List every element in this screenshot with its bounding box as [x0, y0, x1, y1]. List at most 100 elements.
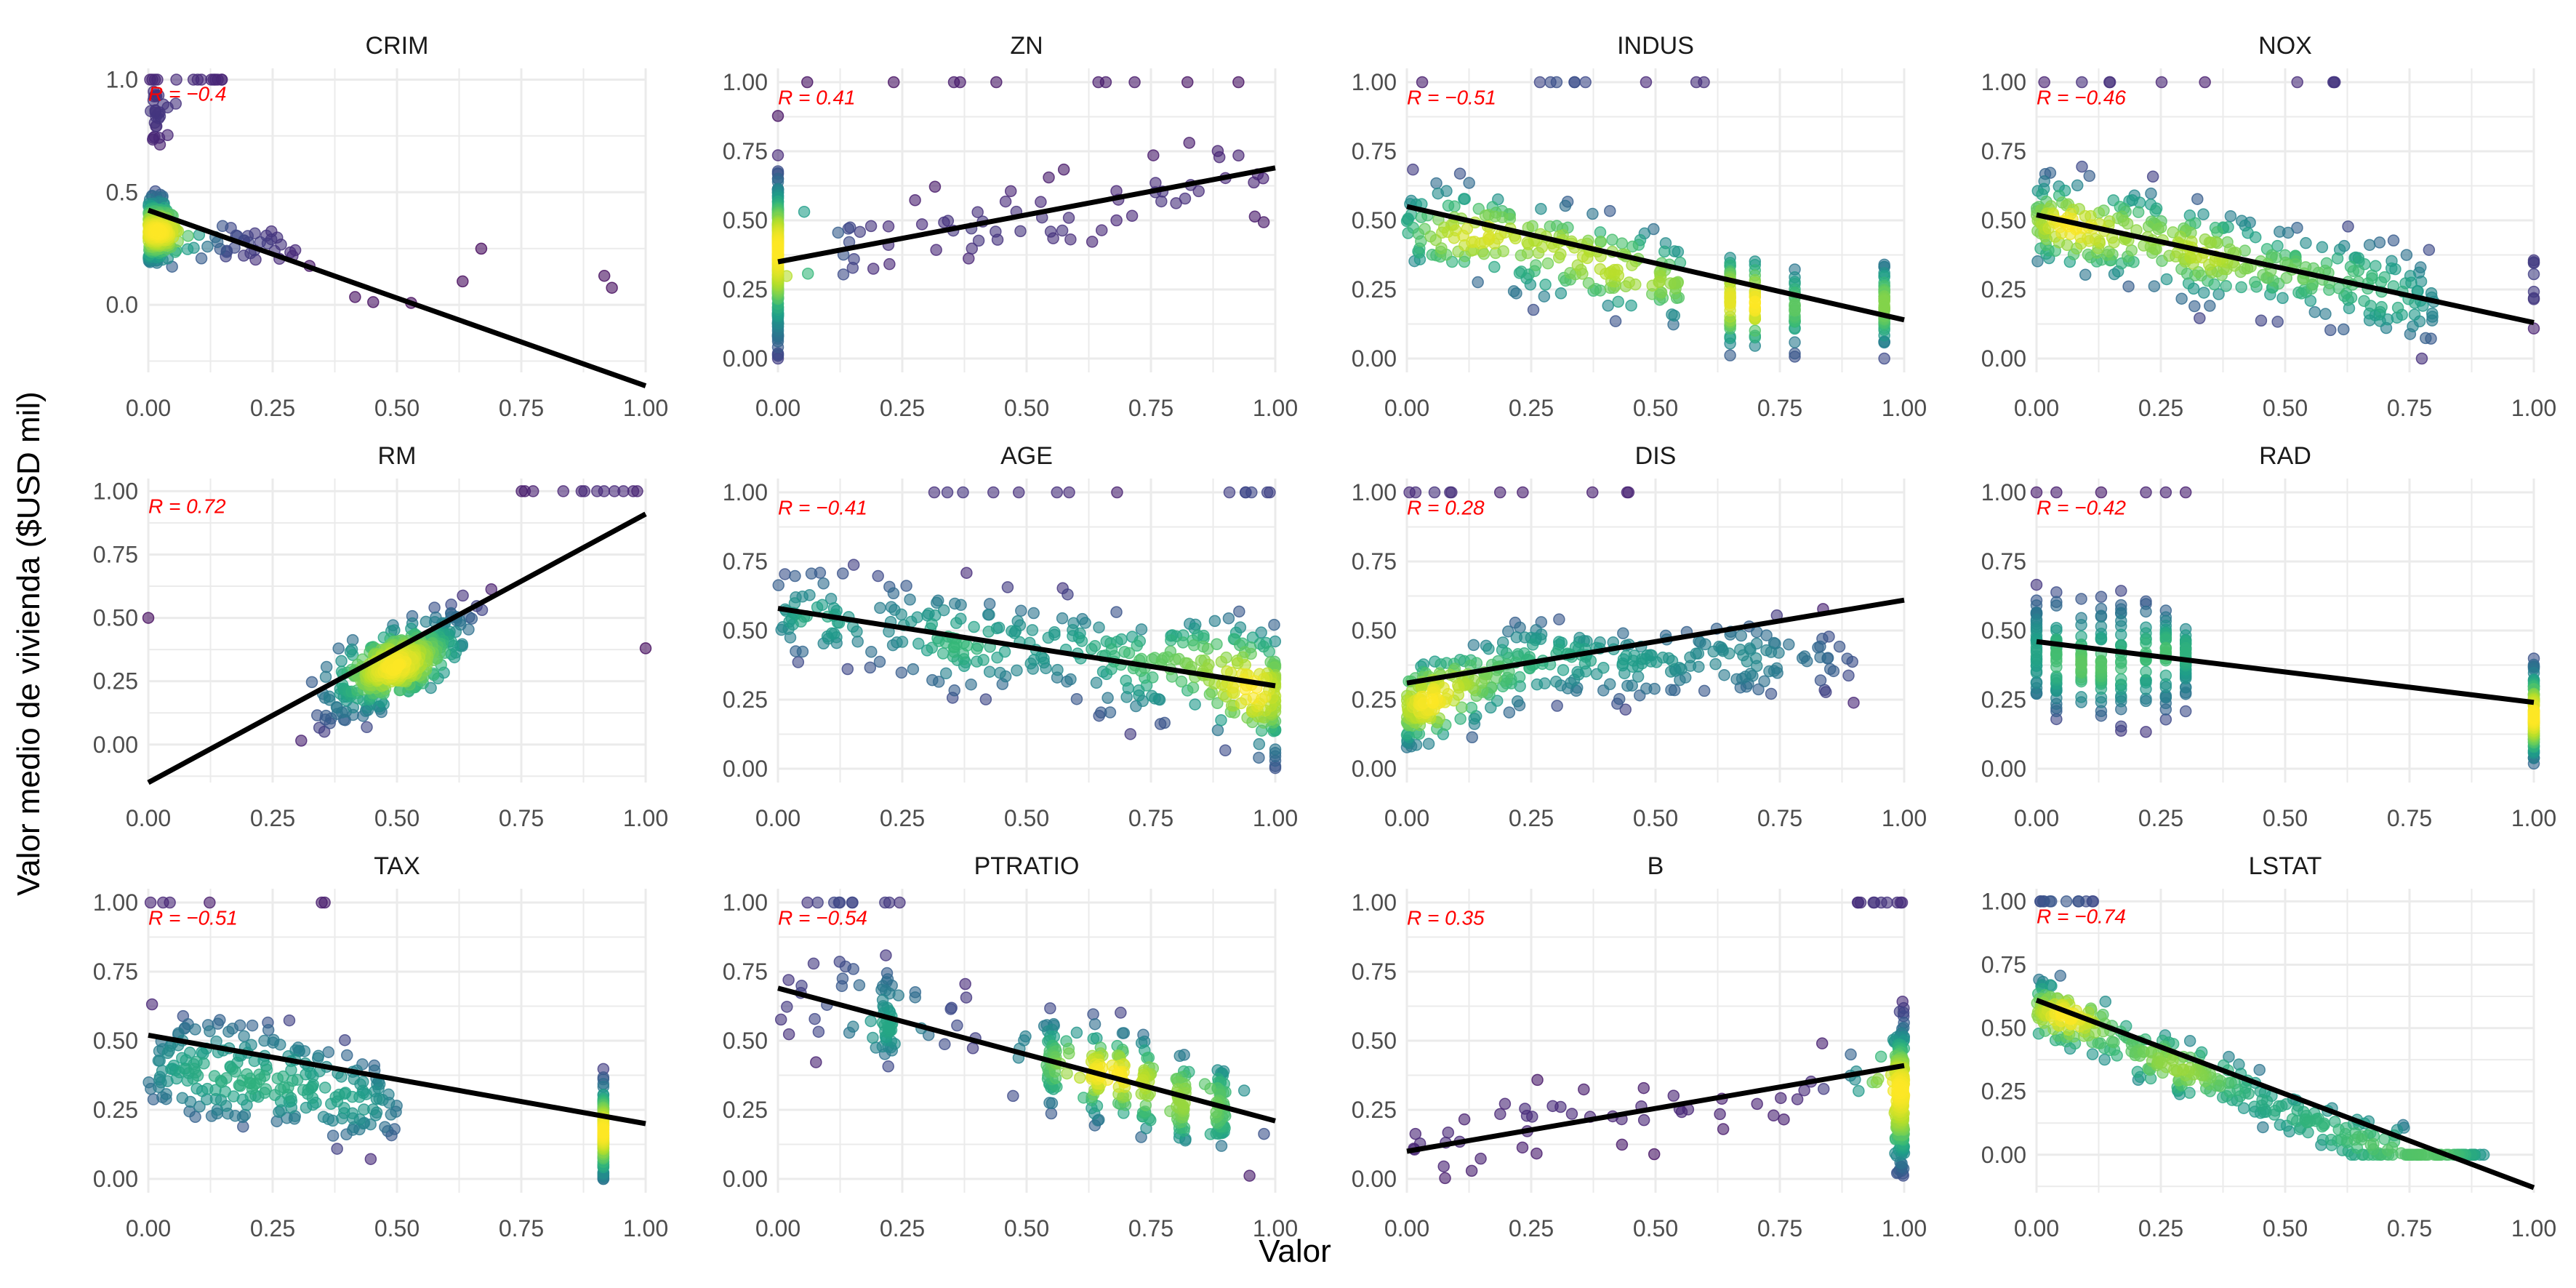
scatter-point: [887, 76, 900, 89]
scatter-point: [1435, 242, 1448, 255]
scatter-point: [832, 226, 845, 239]
scatter-point: [971, 655, 983, 668]
scatter-point: [1581, 252, 1594, 265]
scatter-point: [999, 195, 1012, 208]
scatter-point: [979, 693, 992, 705]
facet-title: ZN: [1010, 32, 1043, 60]
scatter-point: [805, 567, 818, 580]
scatter-point: [2103, 76, 2116, 89]
x-tick-label: 0.00: [755, 1215, 801, 1241]
scatter-point: [1511, 695, 1524, 708]
scatter-point: [1074, 1071, 1086, 1084]
scatter-point: [807, 957, 820, 970]
x-tick-label: 0.75: [499, 1215, 544, 1241]
scatter-point: [1147, 149, 1160, 161]
scatter-point: [2347, 265, 2360, 277]
scatter-point: [2131, 1065, 2144, 1079]
scatter-point: [1453, 167, 1466, 180]
scatter-point: [2083, 169, 2095, 183]
scatter-point: [475, 242, 488, 255]
scatter-point: [1530, 678, 1544, 691]
scatter-point: [2203, 236, 2216, 249]
scatter-point: [779, 568, 791, 580]
scatter-point: [143, 1076, 155, 1089]
scatter-point: [1709, 657, 1722, 671]
scatter-point: [331, 1143, 343, 1155]
regression-line: [2036, 212, 2535, 326]
x-tick-label: 0.25: [880, 395, 925, 421]
scatter-point: [801, 76, 814, 89]
scatter-point: [909, 991, 921, 1004]
y-tick-label: 1.00: [1352, 69, 1397, 95]
scatter-point: [867, 263, 880, 275]
scatter-point: [627, 485, 640, 497]
x-tick-label: 1.00: [2511, 805, 2556, 831]
y-tick-label: 0.00: [723, 1166, 768, 1192]
y-tick-label: 0.25: [93, 668, 138, 695]
scatter-point: [1222, 612, 1235, 625]
scatter-point: [971, 206, 984, 218]
scatter-point: [1219, 744, 1232, 756]
scatter-point: [187, 73, 200, 86]
scatter-point: [195, 252, 208, 265]
y-tick-label: 0.50: [723, 207, 768, 233]
regression-line: [147, 511, 647, 785]
scatter-point: [1215, 714, 1227, 727]
scatter-point: [1211, 724, 1224, 737]
scatter-point: [864, 1015, 877, 1028]
scatter-point: [222, 1025, 235, 1038]
x-tick-label: 0.75: [1757, 805, 1802, 831]
scatter-point: [2159, 486, 2172, 499]
scatter-point: [1135, 623, 1148, 636]
scatter-point: [1102, 692, 1114, 704]
scatter-point: [2319, 308, 2332, 320]
scatter-point: [428, 601, 441, 614]
y-tick-label: 0.25: [1981, 687, 2026, 713]
scatter-point: [1257, 216, 1270, 228]
scatter-point: [2103, 245, 2115, 258]
scatter-point: [2079, 209, 2092, 223]
facet-title: INDUS: [1617, 32, 1694, 60]
scatter-point: [297, 1084, 310, 1097]
scatter-point: [2145, 187, 2157, 200]
x-tick-label: 0.75: [1128, 1215, 1173, 1241]
scatter-point: [1854, 896, 1867, 909]
scatter-point: [2183, 1035, 2196, 1047]
x-tick-label: 0.50: [1633, 1215, 1678, 1241]
scatter-point: [1458, 193, 1471, 205]
scatter-point: [1269, 743, 1282, 756]
scatter-point: [1070, 1026, 1083, 1039]
scatter-point: [2160, 273, 2173, 286]
scatter-point: [1632, 671, 1645, 683]
scatter-point: [1763, 665, 1775, 678]
facet-title: TAX: [374, 852, 420, 880]
correlation-label: R = 0.72: [148, 495, 226, 517]
y-tick-label: 1.00: [723, 479, 768, 505]
scatter-point: [385, 1108, 398, 1121]
scatter-point: [1526, 1111, 1538, 1123]
scatter-point: [1608, 263, 1621, 276]
scatter-point: [2249, 231, 2262, 244]
scatter-point: [274, 1039, 286, 1051]
scatter-point: [1640, 682, 1653, 695]
scatter-point: [1617, 627, 1629, 640]
scatter-point: [1623, 276, 1635, 289]
scatter-point: [1465, 701, 1478, 714]
scatter-point: [955, 599, 967, 612]
y-tick-label: 0.25: [1981, 276, 2026, 303]
scatter-point: [2423, 244, 2436, 256]
scatter-point: [2386, 1141, 2399, 1154]
correlation-label: R = −0.41: [778, 497, 867, 519]
y-tick-label: 1.00: [93, 889, 138, 916]
scatter-point: [1158, 716, 1171, 729]
x-tick-label: 0.75: [1128, 805, 1173, 831]
x-tick-label: 0.00: [2014, 805, 2059, 831]
scatter-point: [2324, 324, 2337, 337]
scatter-point: [1550, 76, 1563, 89]
scatter-point: [968, 620, 980, 633]
scatter-point: [318, 1081, 332, 1094]
scatter-point: [1789, 300, 1801, 313]
scatter-point: [176, 1092, 189, 1104]
scatter-point: [335, 655, 348, 668]
y-tick-label: 0.00: [1352, 756, 1397, 782]
